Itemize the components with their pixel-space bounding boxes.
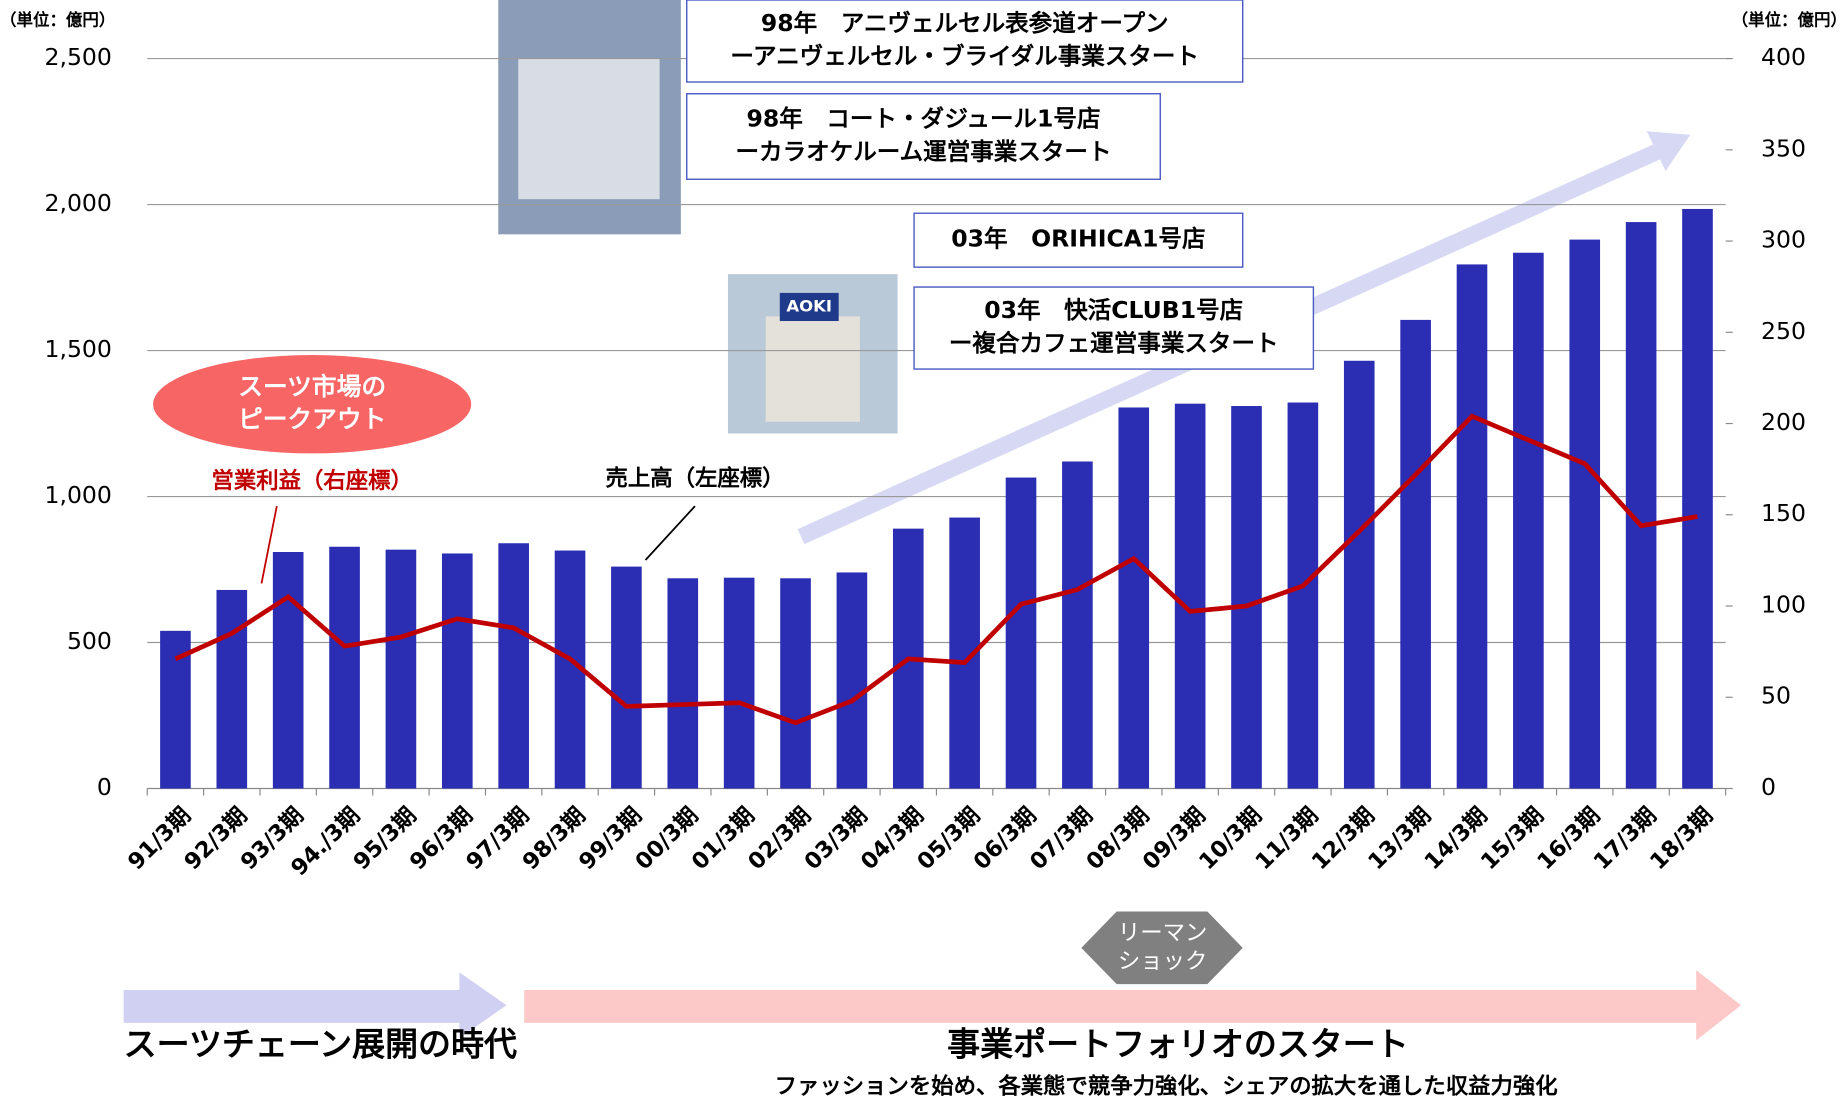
- era-label: スーツチェーン展開の時代: [124, 1025, 517, 1064]
- pointer: [646, 506, 695, 560]
- x-tick-label: 16/3期: [1532, 802, 1605, 875]
- x-tick-label: 95/3期: [348, 802, 421, 875]
- bar: [1513, 253, 1544, 789]
- photo-label: AOKI: [786, 296, 832, 315]
- photo-building: [766, 316, 860, 421]
- callout-text: 98年 コート・ダジュール1号店: [746, 105, 1100, 133]
- y2-tick-label: 50: [1761, 682, 1791, 710]
- callout-text: ーカラオケルーム運営事業スタート: [735, 137, 1111, 165]
- bar: [1569, 240, 1600, 789]
- lehman-label: リーマン: [1118, 920, 1207, 946]
- bar: [724, 578, 755, 789]
- x-tick-label: 01/3期: [687, 802, 760, 875]
- bar: [386, 550, 417, 789]
- x-tick-label: 15/3期: [1476, 802, 1549, 875]
- y2-tick-label: 0: [1761, 773, 1776, 801]
- callout-text: 03年 快活CLUB1号店: [984, 296, 1243, 324]
- callout-text: 98年 アニヴェルセル表参道オープン: [761, 9, 1169, 37]
- bar: [667, 578, 698, 788]
- bar: [611, 567, 642, 789]
- chart: AOKI （単位：億円）（単位：億円）05001,0001,5002,0002,…: [0, 0, 1847, 1106]
- y2-unit-label: （単位：億円）: [1732, 11, 1847, 30]
- y-tick-label: 0: [97, 773, 112, 801]
- y-tick-label: 1,000: [44, 481, 111, 509]
- x-tick-label: 09/3期: [1138, 802, 1211, 875]
- bar: [273, 552, 304, 788]
- series-label: 売上高（左座標）: [605, 465, 784, 492]
- x-tick-label: 10/3期: [1194, 802, 1267, 875]
- y2-tick-label: 300: [1761, 226, 1806, 254]
- y-tick-label: 2,500: [44, 43, 111, 71]
- x-tick-label: 03/3期: [799, 802, 872, 875]
- peak-label: ピークアウト: [238, 405, 386, 434]
- bar: [1400, 320, 1431, 789]
- x-tick-label: 05/3期: [912, 802, 985, 875]
- x-tick-label: 11/3期: [1250, 802, 1323, 875]
- x-tick-label: 12/3期: [1307, 802, 1380, 875]
- y2-tick-label: 350: [1761, 134, 1806, 162]
- x-tick-label: 08/3期: [1081, 802, 1154, 875]
- callout-text: ー複合カフェ運営事業スタート: [949, 329, 1279, 357]
- bar: [1457, 264, 1488, 788]
- bar: [1626, 222, 1657, 788]
- bar: [1175, 404, 1206, 789]
- y-tick-label: 500: [67, 627, 112, 655]
- peak-label: スーツ市場の: [238, 372, 386, 401]
- x-tick-label: 06/3期: [969, 802, 1042, 875]
- x-tick-label: 04/3期: [856, 802, 929, 875]
- bar: [329, 547, 360, 789]
- x-tick-label: 99/3期: [574, 802, 647, 875]
- era-label: 事業ポートフォリオのスタート: [947, 1025, 1409, 1064]
- x-tick-label: 02/3期: [743, 802, 816, 875]
- bar: [498, 543, 529, 788]
- bar: [1288, 403, 1319, 789]
- callout-text: ーアニヴェルセル・ブライダル事業スタート: [730, 42, 1199, 70]
- era-subtitle: ファッションを始め、各業態で競争力強化、シェアの拡大を通した収益力強化: [775, 1073, 1558, 1100]
- x-tick-label: 92/3期: [179, 802, 252, 875]
- x-tick-label: 91/3期: [123, 802, 196, 875]
- bar: [780, 578, 811, 788]
- x-tick-label: 07/3期: [1025, 802, 1098, 875]
- x-tick-label: 13/3期: [1363, 802, 1436, 875]
- lehman-label: ショック: [1118, 948, 1207, 974]
- y-tick-label: 2,000: [44, 189, 111, 217]
- photo-building: [518, 59, 659, 200]
- x-tick-label: 98/3期: [518, 802, 591, 875]
- x-tick-label: 00/3期: [630, 802, 703, 875]
- bar: [1118, 407, 1149, 788]
- x-tick-label: 17/3期: [1589, 802, 1662, 875]
- bar: [837, 572, 868, 788]
- callout-text: 03年 ORIHICA1号店: [951, 225, 1205, 253]
- y2-tick-label: 200: [1761, 408, 1806, 436]
- y-tick-label: 1,500: [44, 335, 111, 363]
- bar: [1006, 478, 1037, 789]
- y2-tick-label: 400: [1761, 43, 1806, 71]
- y2-tick-label: 250: [1761, 317, 1806, 345]
- bar: [442, 553, 473, 788]
- bar: [1682, 209, 1713, 789]
- y-unit-label: （単位：億円）: [0, 11, 115, 30]
- bar: [1231, 406, 1262, 788]
- y2-tick-label: 150: [1761, 499, 1806, 527]
- x-tick-label: 14/3期: [1420, 802, 1493, 875]
- bar: [1062, 461, 1093, 788]
- bar: [216, 590, 247, 789]
- x-tick-label: 96/3期: [405, 802, 478, 875]
- x-tick-label: 18/3期: [1645, 802, 1718, 875]
- series-label: 営業利益（右座標）: [211, 467, 412, 494]
- y2-tick-label: 100: [1761, 591, 1806, 619]
- x-tick-label: 97/3期: [461, 802, 534, 875]
- bar: [1344, 361, 1375, 789]
